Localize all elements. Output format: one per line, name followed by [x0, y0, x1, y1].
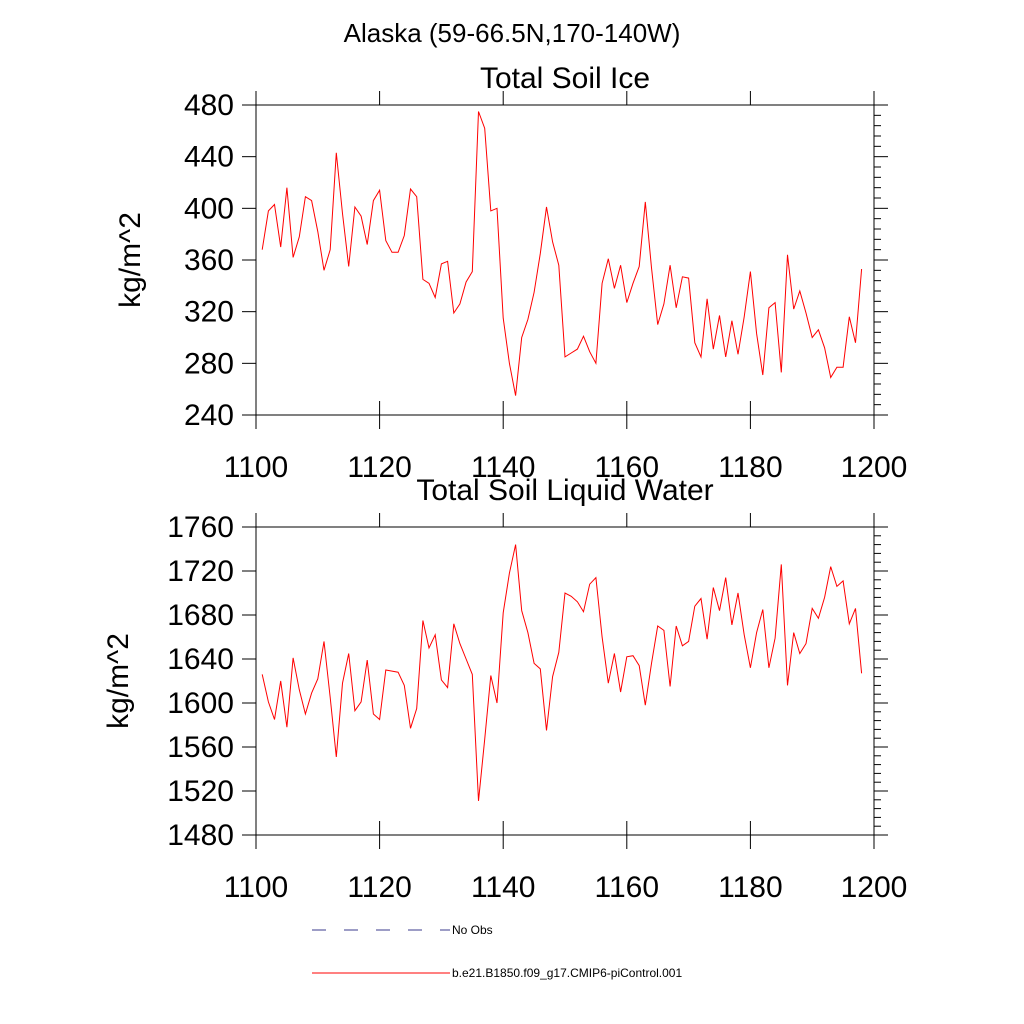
x-tick-label: 1120 — [347, 451, 412, 484]
y-tick-label: 1480 — [167, 819, 234, 852]
y-tick-label: 440 — [184, 141, 234, 174]
legend-label-picontrol: b.e21.B1850.f09_g17.CMIP6-piControl.001 — [452, 966, 682, 980]
chart-title: Total Soil Ice — [480, 62, 650, 95]
x-tick-label: 1160 — [595, 871, 660, 904]
y-tick-label: 360 — [184, 244, 234, 277]
plot-frame — [255, 526, 875, 836]
y-tick-label: 240 — [184, 399, 234, 432]
axis-ticks — [242, 513, 888, 849]
y-tick-label: 1760 — [167, 511, 234, 544]
x-tick-label: 1180 — [718, 451, 783, 484]
plot-frame — [255, 104, 875, 416]
y-tick-label: 400 — [184, 192, 234, 225]
y-axis-label: kg/m^2 — [102, 633, 135, 729]
y-tick-label: 480 — [184, 89, 234, 122]
x-tick-label: 1200 — [841, 451, 908, 484]
y-tick-label: 320 — [184, 296, 234, 329]
x-tick-label: 1100 — [224, 451, 289, 484]
y-tick-label: 1680 — [167, 599, 234, 632]
y-tick-label: 1520 — [167, 775, 234, 808]
series-line — [261, 544, 863, 801]
y-tick-label: 1720 — [167, 555, 234, 588]
x-tick-label: 1100 — [224, 871, 289, 904]
tick-labels: 1100 1120 1140 1160 1180 1200 240 280 320 360 400 4… — [184, 89, 907, 484]
x-tick-label: 1180 — [718, 871, 783, 904]
legend: No Obs b.e21.B1850.f09_g17.CMIP6-piContr… — [312, 923, 682, 980]
x-tick-label: 1120 — [347, 871, 412, 904]
series-line — [261, 111, 863, 396]
y-tick-label: 1600 — [167, 687, 234, 720]
axis-ticks — [242, 91, 888, 429]
y-tick-label: 280 — [184, 347, 234, 380]
figure-title: Alaska (59-66.5N,170-140W) — [344, 18, 681, 48]
chart-total-soil-ice: Total Soil Ice kg/m^2 1100 1120 1140 1160 11… — [114, 62, 907, 484]
y-tick-label: 1560 — [167, 731, 234, 764]
y-axis-label: kg/m^2 — [114, 212, 147, 308]
tick-labels: 1100 1120 1140 1160 1180 1200 1480 1520 1560 1600… — [167, 511, 907, 904]
series-group — [261, 544, 863, 801]
x-tick-label: 1140 — [471, 451, 536, 484]
legend-label-no-obs: No Obs — [452, 923, 493, 937]
y-tick-label: 1640 — [167, 643, 234, 676]
chart-total-soil-liquid-water: Total Soil Liquid Water kg/m^2 1100 1120 1… — [102, 474, 907, 904]
x-tick-label: 1200 — [841, 871, 908, 904]
chart-title: Total Soil Liquid Water — [416, 474, 713, 507]
x-tick-label: 1160 — [595, 451, 660, 484]
x-tick-label: 1140 — [471, 871, 536, 904]
series-group — [261, 111, 863, 396]
